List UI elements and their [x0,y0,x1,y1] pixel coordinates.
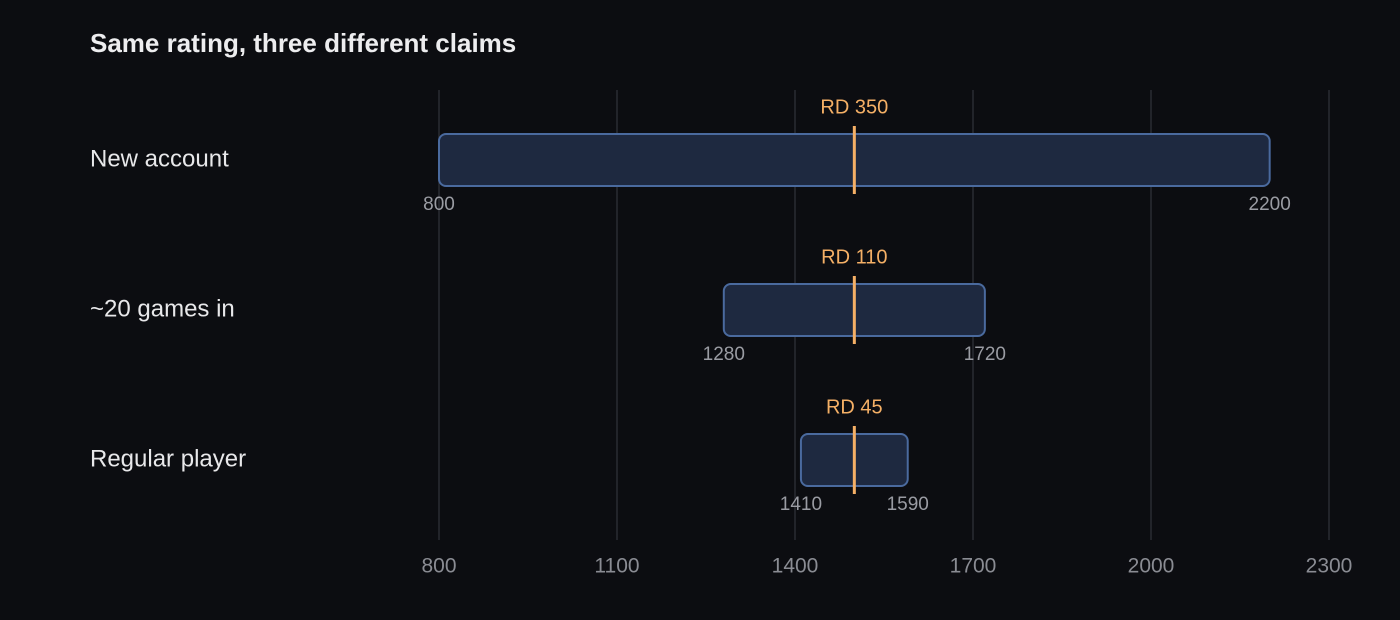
category-label: ~20 games in [90,295,235,322]
x-tick-label: 2000 [1128,555,1175,578]
low-label: 1410 [780,494,822,515]
rd-label: RD 110 [821,246,887,268]
low-label: 800 [423,194,455,215]
high-label: 1720 [964,344,1006,365]
chart-title: Same rating, three different claims [90,28,516,58]
x-tick-label: 2300 [1306,555,1353,578]
x-tick-label: 1400 [772,555,819,578]
x-tick-label: 800 [421,555,456,578]
low-label: 1280 [703,344,745,365]
high-label: 2200 [1249,194,1291,215]
x-tick-label: 1100 [594,555,639,578]
rd-label: RD 350 [820,96,888,118]
category-label: New account [90,145,229,172]
rd-label: RD 45 [826,396,883,418]
high-label: 1590 [887,494,929,515]
category-label: Regular player [90,445,246,472]
x-tick-label: 1700 [950,555,997,578]
